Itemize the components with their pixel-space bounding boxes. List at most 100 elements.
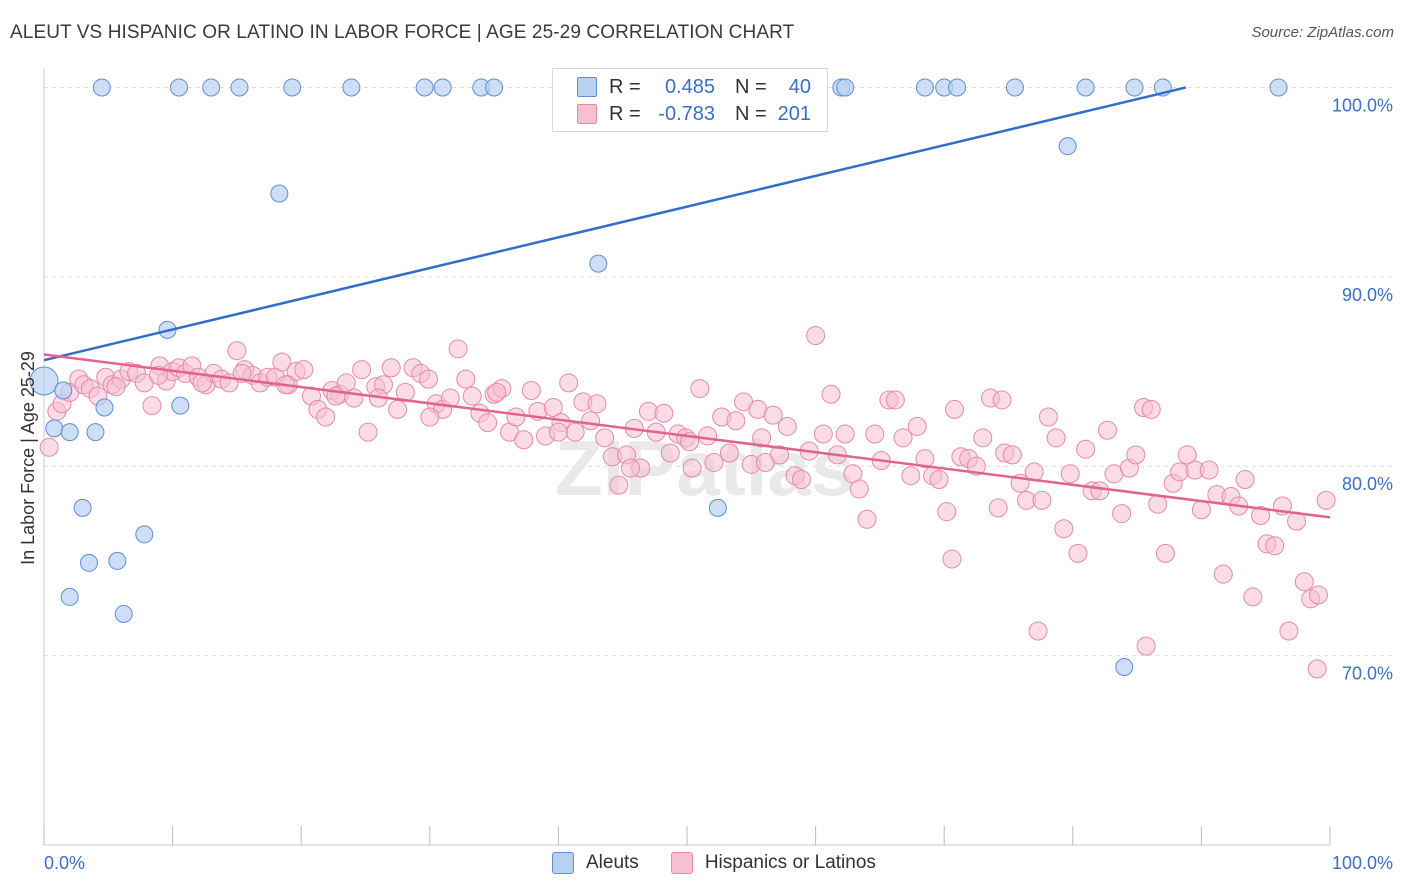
hispanic-point bbox=[1002, 445, 1022, 465]
hispanic-point bbox=[227, 341, 247, 361]
hispanic-point bbox=[1098, 420, 1118, 440]
hispanic-point bbox=[929, 469, 949, 489]
hispanic-point bbox=[1032, 490, 1052, 510]
hispanic-point bbox=[148, 365, 168, 385]
hispanic-point bbox=[1126, 445, 1146, 465]
hispanic-point bbox=[1316, 490, 1336, 510]
legend-label-aleuts: Aleuts bbox=[586, 852, 639, 873]
hispanic-point bbox=[988, 498, 1008, 518]
hispanic-point bbox=[690, 379, 710, 399]
legend-item-hispanics: Hispanics or Latinos bbox=[670, 852, 876, 874]
aleut-regression-line bbox=[43, 86, 1187, 362]
aleut-point bbox=[92, 78, 111, 97]
hispanic-point bbox=[973, 428, 993, 448]
hispanic-point bbox=[654, 403, 674, 423]
hispanic-point bbox=[1136, 636, 1156, 656]
hispanic-point bbox=[770, 445, 790, 465]
hispanic-point bbox=[719, 443, 739, 463]
hispanic-point bbox=[381, 358, 401, 378]
hispanic-swatch bbox=[577, 104, 597, 124]
hispanic-point bbox=[587, 394, 607, 414]
hispanic-point bbox=[893, 428, 913, 448]
aleut-point bbox=[342, 78, 361, 97]
hispanic-point bbox=[1038, 407, 1058, 427]
hispanic-point bbox=[763, 405, 783, 425]
hispanic-regression-line bbox=[43, 353, 1331, 519]
aleut-point bbox=[589, 254, 608, 273]
hispanic-point bbox=[1112, 504, 1132, 524]
stats-legend: R = 0.485 N = 40 R = -0.783 N = 201 bbox=[552, 68, 828, 132]
hispanic-point bbox=[726, 411, 746, 431]
hispanic-point bbox=[821, 384, 841, 404]
hispanic-point bbox=[942, 549, 962, 569]
aleut-point bbox=[1269, 78, 1288, 97]
legend-item-aleuts: Aleuts bbox=[552, 852, 639, 874]
aleut-point bbox=[171, 396, 190, 415]
hispanic-point bbox=[1141, 399, 1161, 419]
hispanic-point bbox=[1155, 543, 1175, 563]
hispanic-point bbox=[885, 390, 905, 410]
hispanic-point bbox=[777, 416, 797, 436]
y-axis-title: In Labor Force | Age 25-29 bbox=[18, 351, 38, 565]
hispanic-point bbox=[1148, 494, 1168, 514]
hispanic-point bbox=[660, 443, 680, 463]
hispanic-point bbox=[901, 466, 921, 486]
source-label: Source: ZipAtlas.com bbox=[1251, 24, 1394, 41]
hispanic-point bbox=[1265, 536, 1285, 556]
hispanic-point bbox=[915, 449, 935, 469]
hispanic-point bbox=[559, 373, 579, 393]
hispanic-point bbox=[581, 411, 601, 431]
hispanic-point bbox=[456, 369, 476, 389]
hispanic-point bbox=[944, 399, 964, 419]
aleut-point bbox=[230, 78, 249, 97]
series-legend: Aleuts Hispanics or Latinos bbox=[552, 852, 908, 874]
hispanic-point bbox=[609, 475, 629, 495]
hispanic-point bbox=[857, 509, 877, 529]
hispanic-point bbox=[1046, 428, 1066, 448]
aleut-point bbox=[433, 78, 452, 97]
aleut-point bbox=[836, 78, 855, 97]
aleut-swatch bbox=[552, 852, 574, 874]
x-tick-labels: 0.0% 100.0% bbox=[44, 853, 1393, 873]
hispanic-point bbox=[316, 407, 336, 427]
aleut-point bbox=[29, 366, 59, 396]
hispanic-point bbox=[106, 377, 126, 397]
hispanic-point bbox=[937, 502, 957, 522]
regression-lines bbox=[43, 86, 1331, 519]
aleut-point bbox=[95, 398, 114, 417]
aleut-point bbox=[135, 525, 154, 544]
aleut-point bbox=[86, 423, 105, 442]
hispanic-point bbox=[352, 360, 372, 380]
n-label: N = bbox=[735, 75, 767, 98]
aleut-point bbox=[270, 184, 289, 203]
hispanic-point bbox=[419, 369, 439, 389]
aleut-point bbox=[60, 423, 79, 442]
aleut-point bbox=[1076, 78, 1095, 97]
y-tick-label: 90.0% bbox=[1342, 285, 1393, 305]
hispanic-point bbox=[478, 413, 498, 433]
hispanic-point bbox=[1308, 585, 1328, 605]
aleut-point bbox=[1005, 78, 1024, 97]
hispanic-n-value: 201 bbox=[777, 102, 811, 125]
aleut-point bbox=[114, 604, 133, 623]
hispanic-point bbox=[1199, 460, 1219, 480]
hispanic-point bbox=[487, 382, 507, 402]
legend-label-hispanics: Hispanics or Latinos bbox=[704, 852, 876, 873]
hispanic-point bbox=[752, 428, 772, 448]
hispanic-point bbox=[506, 407, 526, 427]
hispanic-point bbox=[1294, 572, 1314, 592]
hispanic-point bbox=[388, 399, 408, 419]
aleut-point bbox=[485, 78, 504, 97]
hispanic-point bbox=[698, 426, 718, 446]
x-tick-label: 0.0% bbox=[44, 853, 85, 873]
hispanic-point bbox=[1076, 439, 1096, 459]
hispanic-point bbox=[294, 360, 314, 380]
aleut-point bbox=[108, 551, 127, 570]
aleut-point bbox=[915, 78, 934, 97]
y-tick-label: 80.0% bbox=[1342, 474, 1393, 494]
hispanic-point bbox=[865, 424, 885, 444]
hispanic-point bbox=[142, 396, 162, 416]
hispanic-point bbox=[462, 386, 482, 406]
hispanic-point bbox=[966, 456, 986, 476]
